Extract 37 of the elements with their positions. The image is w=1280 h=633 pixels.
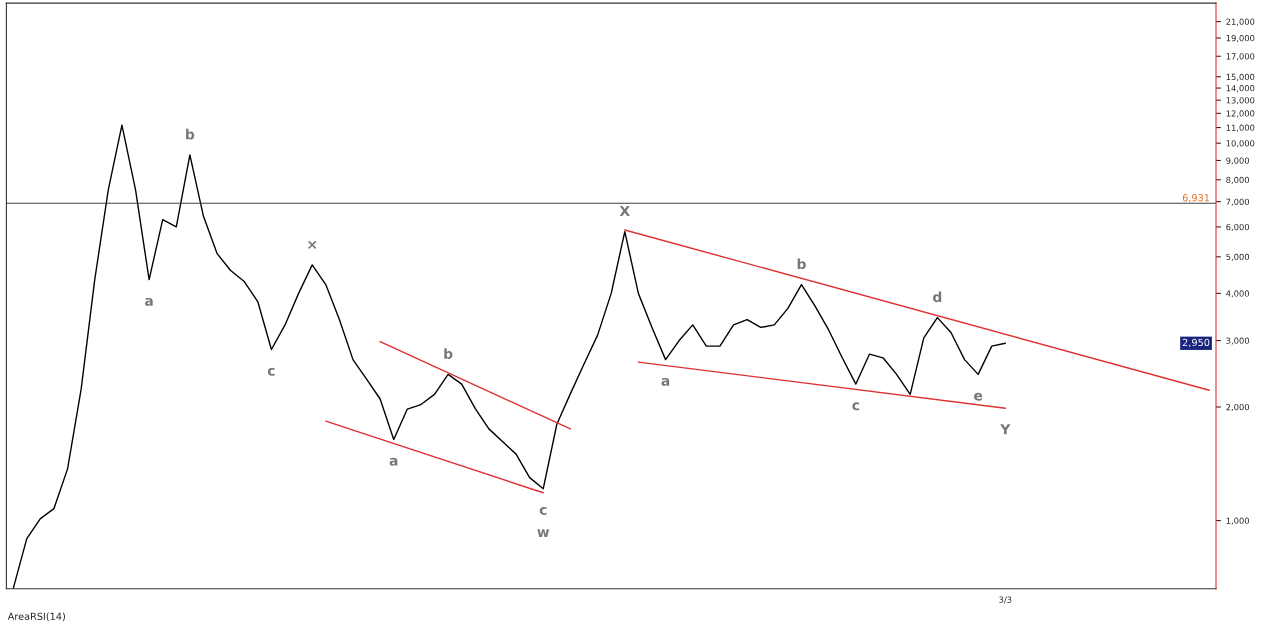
data-label: X [619, 205, 630, 217]
ref-line-label: 6,931 [1182, 194, 1210, 203]
y-tick-label: 19,000 [1226, 34, 1255, 43]
data-label: b [186, 128, 195, 140]
data-label: b [797, 258, 806, 270]
y-tick-label: 5,000 [1226, 253, 1250, 261]
y-tick-label: 17,000 [1226, 53, 1255, 61]
y-tick-label: 4,000 [1226, 290, 1250, 298]
data-label: a [389, 457, 398, 466]
data-label: w [537, 529, 550, 537]
data-label: c [539, 506, 547, 515]
data-label: a [145, 297, 153, 306]
data-label: a [661, 377, 670, 386]
data-label: b [444, 348, 453, 359]
y-tick-label: 14,000 [1226, 85, 1255, 93]
y-tick-label: 6,000 [1226, 223, 1250, 232]
data-label: e [974, 392, 983, 401]
data-label: × [308, 240, 317, 249]
y-tick-label: 2,000 [1226, 403, 1250, 412]
annotation: 2,950 [1182, 338, 1210, 348]
y-tick-label: 8,000 [1226, 176, 1250, 184]
y-tick-label: 9,000 [1226, 157, 1250, 165]
y-tick-label: 13,000 [1226, 97, 1255, 105]
x-tick-label: 3/3 [999, 596, 1012, 604]
data-label: c [852, 402, 860, 411]
y-tick-label: 1,000 [1226, 517, 1250, 525]
y-tick-label: 10,000 [1226, 140, 1255, 148]
y-tick-label: 7,000 [1226, 198, 1250, 206]
text: AreaRSI(14) [7, 612, 65, 622]
data-label: Y [1000, 424, 1011, 435]
y-tick-label: 11,000 [1226, 124, 1255, 132]
data-label: c [267, 367, 275, 376]
data-label: d [933, 291, 942, 303]
y-tick-label: 21,000 [1226, 18, 1255, 26]
y-tick-label: 12,000 [1226, 110, 1255, 118]
y-tick-label: 15,000 [1226, 73, 1255, 81]
y-tick-label: 3,000 [1226, 337, 1250, 345]
